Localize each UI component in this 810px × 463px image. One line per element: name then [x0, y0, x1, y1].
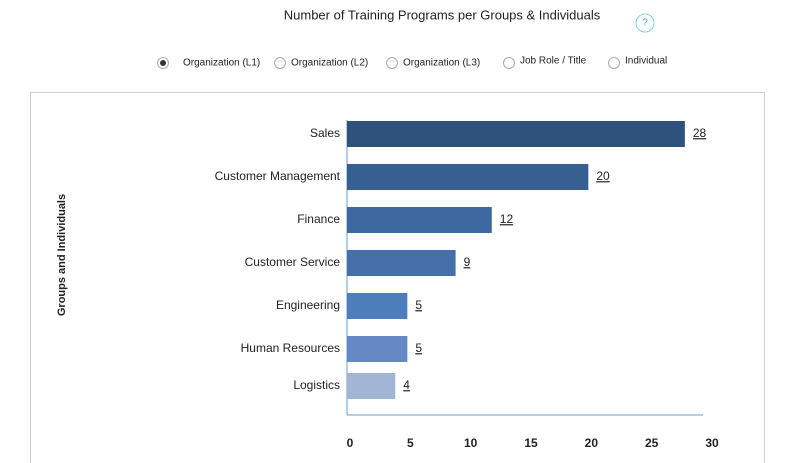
value-label: 28 [693, 126, 707, 140]
x-tick-label: 25 [645, 436, 659, 450]
x-tick-label: 10 [464, 436, 478, 450]
radio-label[interactable]: Organization (L2) [291, 58, 368, 69]
value-label: 4 [403, 378, 410, 392]
bar [347, 207, 492, 233]
help-icon[interactable] [635, 13, 655, 33]
y-tick-label: Customer Service [245, 255, 341, 269]
x-tick-label: 30 [705, 436, 719, 450]
radio-button[interactable] [608, 57, 620, 69]
value-label: 9 [464, 255, 471, 269]
radio-label[interactable]: Job Role / Title [520, 56, 587, 67]
value-label: 5 [415, 341, 422, 355]
radio-label[interactable]: Organization (L3) [403, 58, 480, 69]
x-tick-label: 15 [524, 436, 538, 450]
radio-button[interactable] [274, 57, 286, 69]
bar [347, 121, 685, 147]
radio-button[interactable] [386, 57, 398, 69]
y-tick-label: Engineering [276, 298, 340, 312]
bar [347, 336, 408, 362]
x-tick-label: 20 [585, 436, 599, 450]
bar [347, 293, 408, 319]
y-tick-label: Customer Management [215, 169, 341, 183]
chart-title: Number of Training Programs per Groups &… [284, 7, 601, 22]
radio-label[interactable]: Organization (L1) [183, 58, 260, 69]
help-icon-text[interactable]: ? [642, 18, 648, 29]
chart-frame [30, 92, 765, 463]
x-tick-label: 0 [347, 436, 354, 450]
y-axis-label: Groups and Individuals [56, 194, 68, 316]
radio-button[interactable] [503, 57, 515, 69]
y-tick-label: Sales [310, 126, 340, 140]
radio-label[interactable]: Individual [625, 56, 667, 67]
radio-dot[interactable] [160, 60, 166, 66]
y-tick-label: Logistics [293, 378, 340, 392]
y-tick-label: Human Resources [241, 341, 340, 355]
value-label: 5 [415, 298, 422, 312]
value-label: 20 [596, 169, 610, 183]
x-tick-label: 5 [407, 436, 414, 450]
bar [347, 250, 456, 276]
bar [347, 164, 589, 190]
value-label: 12 [500, 212, 514, 226]
bar [347, 373, 396, 399]
y-tick-label: Finance [297, 212, 340, 226]
